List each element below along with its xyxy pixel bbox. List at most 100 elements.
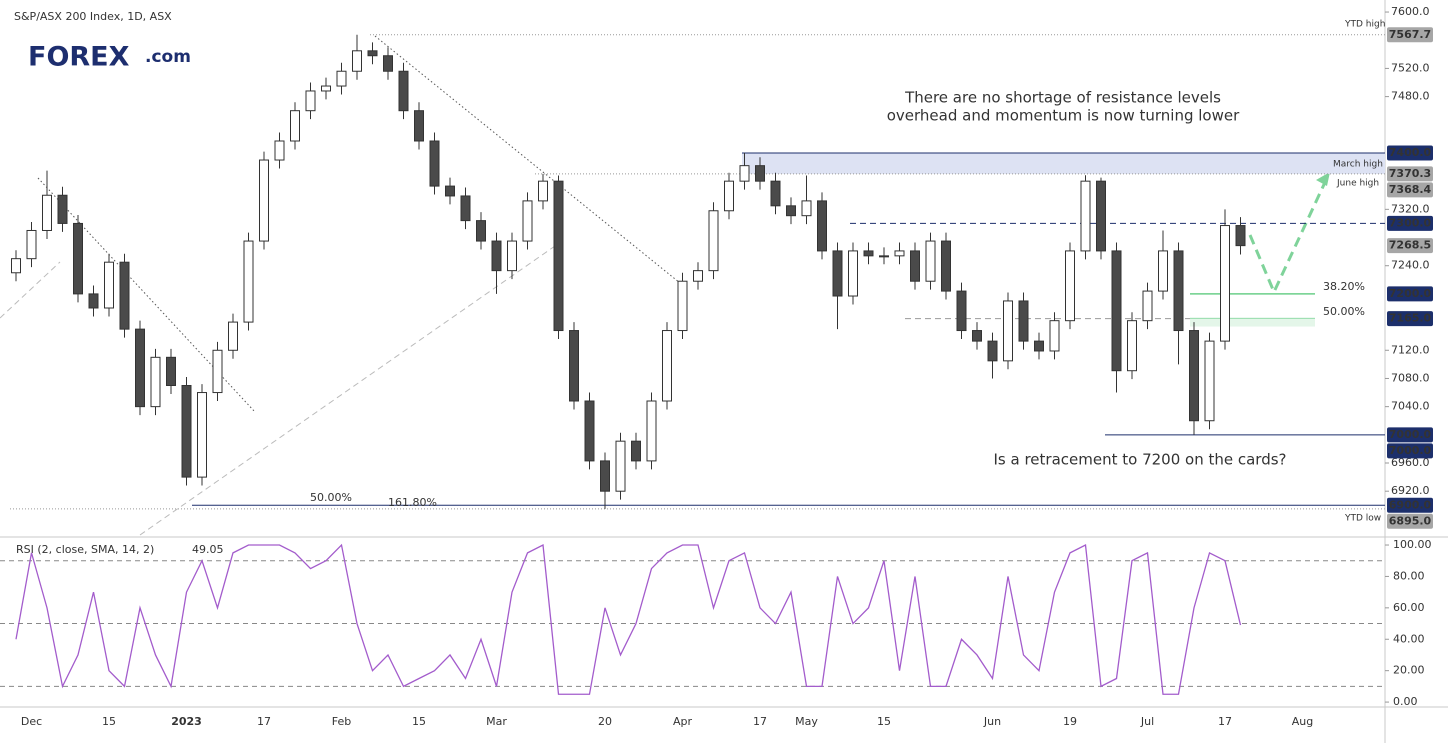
level-note: YTD high [1344, 20, 1385, 30]
trendline [0, 261, 61, 319]
price-label-box [1387, 443, 1433, 459]
level-note: 50.00% [310, 491, 352, 504]
price-label: 7368.4 [1389, 183, 1432, 196]
y-tick-label: 7320.0 [1391, 202, 1430, 215]
candle-body [987, 340, 998, 362]
y-tick-label: 7080.0 [1391, 371, 1430, 384]
candle-body [863, 250, 874, 257]
x-tick-label: Dec [21, 715, 42, 728]
candle-body [615, 440, 626, 492]
candle-body [1018, 300, 1029, 342]
y-tick-label: 7040.0 [1391, 400, 1430, 413]
logo-suffix: .com [145, 47, 191, 67]
candle-body [801, 200, 812, 217]
x-tick-label: 17 [753, 715, 767, 728]
x-tick-label: 20 [598, 715, 612, 728]
candle-body [290, 110, 300, 142]
rsi-tick-label: 80.00 [1393, 569, 1425, 582]
x-tick-label: Apr [673, 715, 693, 728]
candle-body [972, 330, 982, 342]
candle-body [11, 258, 21, 274]
candle-body [491, 240, 502, 272]
candle-body [553, 180, 564, 332]
price-label-box [1387, 182, 1433, 198]
rsi-value: 49.05 [192, 543, 224, 556]
price-label: 7300.0 [1389, 216, 1432, 229]
candle-body [848, 250, 858, 297]
candle-body [646, 400, 657, 462]
candle-body [73, 222, 83, 295]
arrow-head [1316, 172, 1330, 186]
candle-body [274, 140, 285, 161]
candle-body [135, 328, 145, 408]
rsi-tick-label: 60.00 [1393, 601, 1425, 614]
candle-body [584, 400, 595, 462]
candle-body [677, 280, 688, 332]
candle-body [925, 240, 936, 282]
level-note: March high [1333, 160, 1383, 170]
candle-body [119, 261, 130, 330]
candle-body [445, 185, 455, 197]
rsi-tick-label: 100.00 [1393, 538, 1432, 551]
candle-body [832, 250, 843, 297]
candle-body [42, 194, 52, 231]
candle-body [1034, 340, 1044, 352]
candle-body [150, 356, 161, 408]
candle-body [600, 460, 610, 492]
rsi-line [15, 543, 1242, 695]
y-tick-label: 6960.0 [1391, 456, 1430, 469]
rsi-tick-label: 0.00 [1393, 695, 1418, 708]
candle-body [956, 290, 967, 332]
trendline [37, 177, 256, 413]
candle-body [414, 110, 424, 142]
level-note: June high [1336, 179, 1379, 189]
candle-body [1220, 225, 1230, 342]
x-tick-label: Feb [332, 715, 351, 728]
price-label-box [1387, 166, 1433, 182]
price-label: 7200.0 [1389, 287, 1432, 300]
candle-body [212, 349, 223, 394]
price-label: 7000.0 [1389, 428, 1432, 441]
x-tick-label: 15 [877, 715, 891, 728]
candle-body [1158, 250, 1168, 292]
price-label-box [1387, 145, 1433, 161]
x-tick-label: Jun [983, 715, 1001, 728]
candle-body [507, 240, 517, 272]
candle-body [88, 293, 99, 309]
candle-body [336, 70, 347, 87]
candle-body [166, 356, 176, 387]
candle-body [879, 255, 889, 258]
price-label-box [1387, 215, 1433, 231]
candle-body [367, 50, 378, 57]
candle-body [1080, 180, 1091, 252]
price-label: 7400.0 [1389, 146, 1432, 159]
price-label-box [1387, 311, 1433, 327]
rsi-tick-label: 40.00 [1393, 632, 1425, 645]
candle-body [817, 200, 827, 252]
candle-body [104, 261, 114, 309]
level-note: 161.80% [388, 496, 437, 509]
candle-body [1127, 320, 1137, 372]
projection-arrow [1248, 177, 1329, 296]
level-note: 50.00% [1323, 305, 1365, 318]
price-label-box [1387, 513, 1433, 529]
x-tick-label: May [795, 715, 818, 728]
rsi-tick-label: 20.00 [1393, 664, 1425, 677]
rsi-title: RSI (2, close, SMA, 14, 2) [16, 543, 154, 556]
price-label: 6895.0 [1389, 514, 1432, 527]
candle-body [910, 250, 920, 282]
candle-body [352, 50, 362, 72]
x-tick-label: Mar [486, 715, 507, 728]
candle-body [941, 240, 951, 292]
x-tick-label: 15 [102, 715, 116, 728]
price-label-box [1387, 427, 1433, 443]
y-tick-label: 7120.0 [1391, 343, 1430, 356]
price-label-box [1387, 497, 1433, 513]
candle-body [522, 200, 533, 242]
x-tick-label: Aug [1292, 715, 1313, 728]
x-tick-label: 15 [412, 715, 426, 728]
price-label-box [1387, 238, 1433, 254]
price-label: 7268.5 [1389, 239, 1431, 252]
fib-zone [1190, 318, 1315, 327]
candle-body [460, 195, 471, 222]
